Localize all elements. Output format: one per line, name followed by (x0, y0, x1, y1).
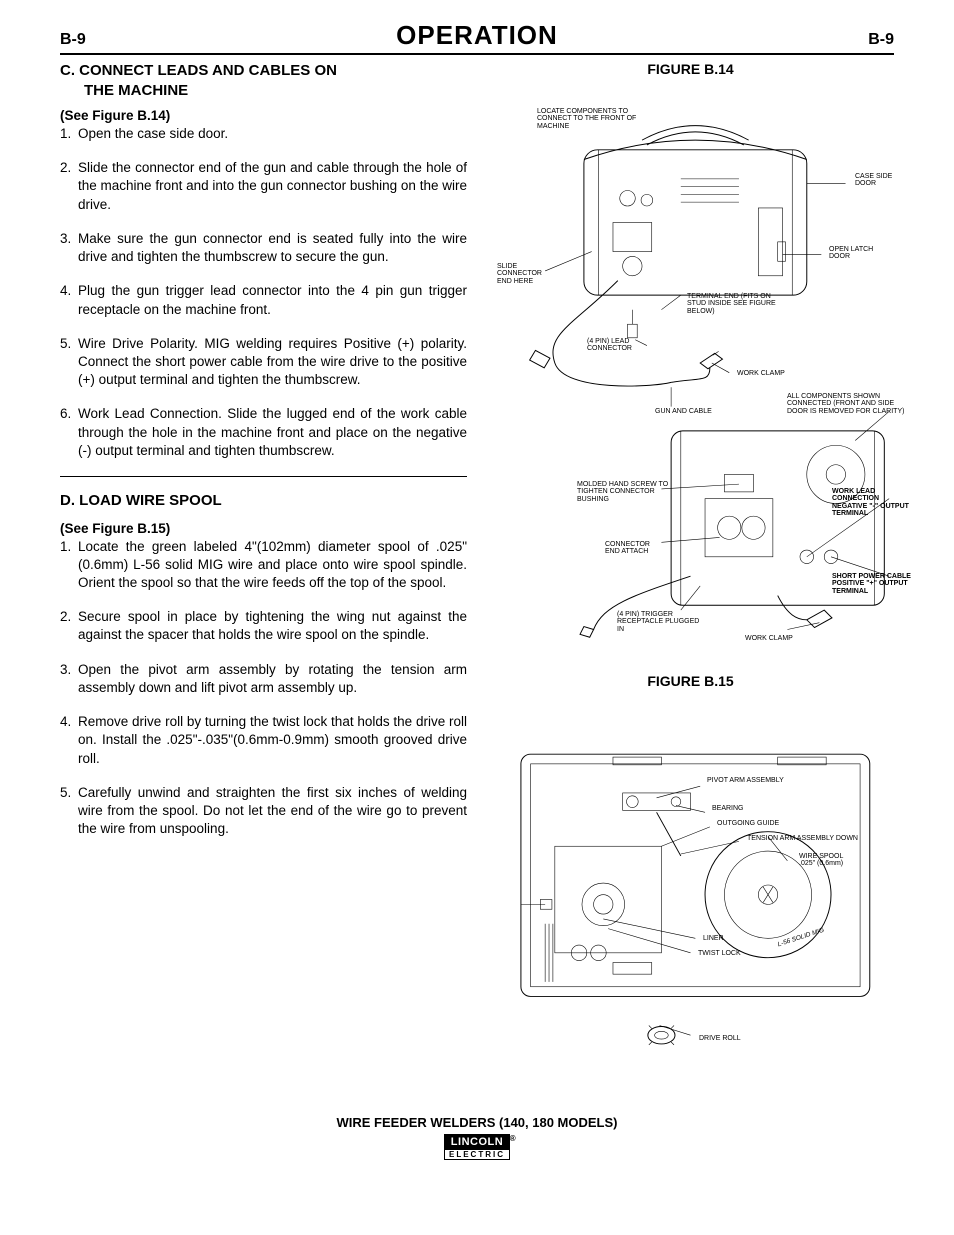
step-num: 6. (60, 405, 78, 460)
fig-label-pivot: PIVOT ARM ASSEMBLY (707, 777, 784, 784)
fig-label-liner: LINER (703, 935, 724, 942)
fig-label-drive: DRIVE ROLL (699, 1035, 741, 1042)
section-c-heading-l1: C. CONNECT LEADS AND CABLES ON (60, 62, 337, 79)
figure-b15: PIVOT ARM ASSEMBLY BEARING OUTGOING GUID… (487, 695, 894, 1075)
step-text: Secure spool in place by tightening the … (78, 608, 467, 644)
fig-label-outgoing: OUTGOING GUIDE (717, 820, 779, 827)
fig-label-work-lead: WORK LEAD CONNECTION NEGATIVE "-" OUTPUT… (832, 488, 912, 517)
step-text: Plug the gun trigger lead connector into… (78, 282, 467, 318)
page-footer: WIRE FEEDER WELDERS (140, 180 MODELS) LI… (60, 1115, 894, 1160)
step-text: Make sure the gun connector end is seate… (78, 230, 467, 266)
figure-b14: LOCATE COMPONENTS TO CONNECT TO THE FRON… (487, 83, 894, 643)
fig-label-slide-conn: SLIDE CONNECTOR END HERE (497, 263, 552, 285)
step-num: 2. (60, 159, 78, 214)
step-item: 4.Remove drive roll by turning the twist… (60, 713, 467, 768)
section-divider (60, 476, 467, 477)
logo-bottom: ELECTRIC (444, 1150, 510, 1160)
step-item: 4.Plug the gun trigger lead connector in… (60, 282, 467, 318)
fig-label-case-door: CASE SIDE DOOR (855, 173, 894, 188)
section-d-see: (See Figure B.15) (60, 521, 467, 536)
step-num: 5. (60, 784, 78, 839)
step-text: Open the pivot arm assembly by rotating … (78, 661, 467, 697)
fig-label-terminal-end: TERMINAL END (FITS ON STUD INSIDE SEE FI… (687, 293, 787, 315)
section-c-heading: C. CONNECT LEADS AND CABLES ON THE MACHI… (60, 61, 467, 100)
fig-label-4pin-lead: (4 PIN) LEAD CONNECTOR (587, 338, 657, 353)
left-column: C. CONNECT LEADS AND CABLES ON THE MACHI… (60, 61, 467, 1075)
section-d-steps: 1.Locate the green labeled 4"(102mm) dia… (60, 538, 467, 839)
fig-label-molded: MOLDED HAND SCREW TO TIGHTEN CONNECTOR B… (577, 481, 672, 503)
step-item: 6.Work Lead Connection. Slide the lugged… (60, 405, 467, 460)
step-num: 4. (60, 713, 78, 768)
fig-label-open-latch: OPEN LATCH DOOR (829, 246, 894, 261)
step-item: 1.Locate the green labeled 4"(102mm) dia… (60, 538, 467, 593)
section-d-heading: D. LOAD WIRE SPOOL (60, 491, 467, 511)
step-num: 4. (60, 282, 78, 318)
footer-text: WIRE FEEDER WELDERS (140, 180 MODELS) (60, 1115, 894, 1130)
step-num: 5. (60, 335, 78, 390)
step-text: Locate the green labeled 4"(102mm) diame… (78, 538, 467, 593)
step-item: 2.Slide the connector end of the gun and… (60, 159, 467, 214)
step-text: Remove drive roll by turning the twist l… (78, 713, 467, 768)
fig-label-spool: WIRE SPOOL .025" (0.6mm) (799, 853, 859, 868)
step-text: Carefully unwind and straighten the firs… (78, 784, 467, 839)
step-num: 3. (60, 661, 78, 697)
section-c-heading-l2: THE MACHINE (60, 81, 188, 101)
step-item: 2.Secure spool in place by tightening th… (60, 608, 467, 644)
section-c-steps: 1.Open the case side door. 2.Slide the c… (60, 125, 467, 460)
fig-label-short-power: SHORT POWER CABLE POSITIVE "+" OUTPUT TE… (832, 573, 912, 595)
registered-icon: ® (510, 1134, 516, 1143)
step-item: 5.Wire Drive Polarity. MIG welding requi… (60, 335, 467, 390)
step-item: 5.Carefully unwind and straighten the fi… (60, 784, 467, 839)
page-num-right: B-9 (868, 31, 894, 49)
step-num: 1. (60, 538, 78, 593)
fig-label-locate: LOCATE COMPONENTS TO CONNECT TO THE FRON… (537, 108, 637, 130)
fig-label-gun-cable: GUN AND CABLE (655, 408, 712, 415)
fig-label-tension: TENSION ARM ASSEMBLY DOWN (747, 835, 858, 842)
fig-label-bearing: BEARING (712, 805, 744, 812)
fig-label-twist: TWIST LOCK (698, 950, 741, 957)
main-columns: C. CONNECT LEADS AND CABLES ON THE MACHI… (60, 61, 894, 1075)
step-text: Wire Drive Polarity. MIG welding require… (78, 335, 467, 390)
fig-label-work-clamp1: WORK CLAMP (737, 370, 785, 377)
fig-label-conn-attach: CONNECTOR END ATTACH (605, 541, 665, 556)
logo-top-text: LINCOLN (451, 1136, 503, 1148)
step-item: 3.Open the pivot arm assembly by rotatin… (60, 661, 467, 697)
figure-b15-title: FIGURE B.15 (487, 673, 894, 689)
figure-b14-title: FIGURE B.14 (487, 61, 894, 77)
step-num: 2. (60, 608, 78, 644)
step-item: 1.Open the case side door. (60, 125, 467, 143)
step-text: Slide the connector end of the gun and c… (78, 159, 467, 214)
figure-b15-svg (487, 695, 894, 1075)
step-num: 3. (60, 230, 78, 266)
page-header: B-9 OPERATION B-9 (60, 20, 894, 55)
step-num: 1. (60, 125, 78, 143)
fig-label-all-comp: ALL COMPONENTS SHOWN CONNECTED (FRONT AN… (787, 393, 912, 415)
step-text: Work Lead Connection. Slide the lugged e… (78, 405, 467, 460)
page-title: OPERATION (396, 20, 558, 51)
step-item: 3.Make sure the gun connector end is sea… (60, 230, 467, 266)
logo-top: LINCOLN ® (444, 1134, 510, 1150)
fig-label-work-clamp2: WORK CLAMP (745, 635, 793, 642)
right-column: FIGURE B.14 (487, 61, 894, 1075)
figure-b14-svg (487, 83, 894, 643)
page-num-left: B-9 (60, 31, 86, 49)
section-c-see: (See Figure B.14) (60, 108, 467, 123)
fig-label-4pin-trig: (4 PIN) TRIGGER RECEPTACLE PLUGGED IN (617, 611, 707, 633)
step-text: Open the case side door. (78, 125, 467, 143)
lincoln-logo: LINCOLN ® ELECTRIC (444, 1134, 510, 1160)
